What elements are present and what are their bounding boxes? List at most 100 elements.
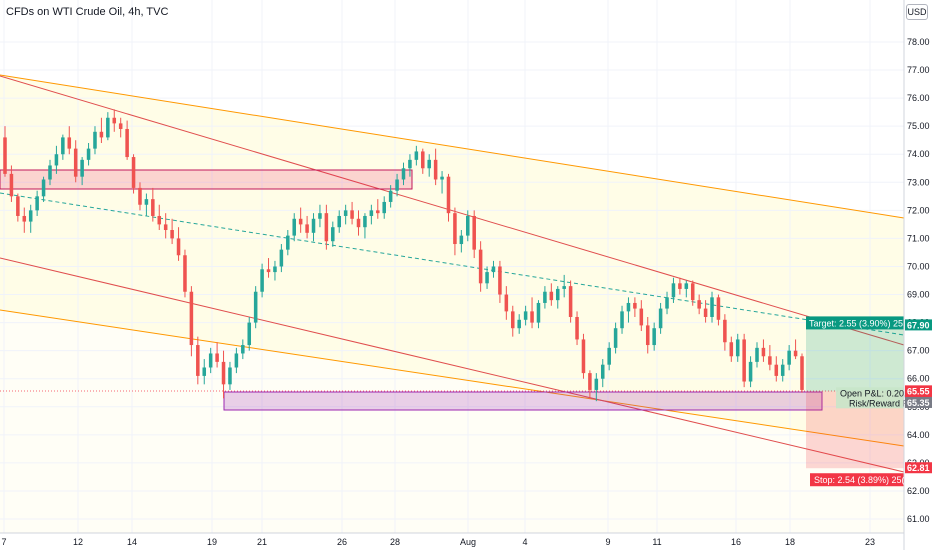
candle-body — [292, 218, 297, 236]
y-tick-label: 70.00 — [907, 261, 930, 271]
candle-body — [144, 199, 149, 205]
candle-body — [67, 137, 72, 149]
candle-body — [337, 215, 341, 228]
target-label-box — [806, 316, 904, 330]
candle-body — [151, 199, 155, 216]
candle-body — [305, 224, 309, 233]
candle-body — [800, 356, 804, 390]
candle-body — [639, 308, 644, 326]
candle-body — [658, 308, 663, 329]
candle-body — [170, 230, 174, 239]
candle-body — [202, 367, 207, 376]
candle-body — [189, 291, 194, 346]
x-tick-label: 19 — [207, 537, 217, 547]
y-tick-label: 77.00 — [907, 65, 930, 75]
support-resistance-zones — [0, 169, 823, 411]
candle-body — [183, 255, 187, 292]
candle-body — [716, 297, 721, 320]
candle-body — [253, 291, 258, 323]
channel-drawings — [0, 74, 905, 473]
x-tick-label: 12 — [73, 537, 83, 547]
candle-body — [748, 361, 753, 382]
candle-body — [555, 288, 560, 301]
target-zone — [806, 325, 904, 392]
y-tick-label: 71.00 — [907, 233, 930, 243]
price-tag-box — [905, 319, 932, 331]
candle-body — [382, 201, 386, 214]
open-pnl-label: Open P&L: 0.20, — [840, 388, 907, 398]
candle-body — [93, 131, 97, 149]
candle-body — [35, 196, 39, 211]
candle-body — [575, 316, 579, 340]
candle-body — [446, 176, 451, 214]
y-tick-label: 78.00 — [907, 37, 930, 47]
candle-body — [568, 286, 573, 317]
y-tick-label: 76.00 — [907, 93, 930, 103]
candle-body — [504, 294, 509, 312]
candle-body — [247, 322, 252, 346]
candle-body — [61, 137, 65, 155]
candle-body — [755, 347, 759, 362]
candle-body — [86, 148, 91, 160]
x-tick-label: 23 — [865, 537, 875, 547]
candle-body — [363, 215, 367, 228]
candle-body — [395, 179, 399, 191]
candle-body — [536, 302, 541, 323]
x-tick-label: 4 — [522, 537, 527, 547]
candle-body — [73, 148, 78, 177]
grid-layer — [0, 0, 904, 533]
candle-body — [215, 353, 219, 362]
candle-body — [510, 311, 515, 329]
candle-body — [22, 215, 27, 222]
candle-body — [459, 235, 464, 245]
candle-body — [99, 131, 104, 138]
candlesticks — [3, 109, 804, 402]
candle-body — [131, 157, 136, 188]
candle-body — [562, 286, 566, 289]
channel-fill — [0, 75, 904, 446]
candle-body — [16, 196, 20, 216]
candle-body — [793, 350, 798, 357]
price-tag-label: 65.55 — [907, 386, 930, 396]
candle-body — [324, 213, 329, 242]
candle-body — [266, 269, 271, 273]
candle-body — [633, 302, 637, 309]
currency-badge[interactable]: USD — [906, 4, 928, 20]
candle-body — [710, 297, 714, 317]
x-tick-label: 21 — [257, 537, 267, 547]
candle-body — [331, 227, 335, 242]
candle-body — [523, 311, 528, 320]
pnl-label-box — [836, 387, 904, 409]
candle-body — [3, 137, 7, 174]
candle-body — [369, 210, 374, 216]
candle-body — [440, 176, 444, 180]
candle-body — [607, 347, 611, 365]
candle-body — [279, 249, 284, 267]
candle-body — [112, 117, 117, 124]
candle-body — [761, 347, 766, 357]
candle-body — [543, 291, 547, 303]
candle-body — [414, 151, 419, 160]
candle-body — [729, 342, 734, 357]
orange-channel-upper — [0, 74, 905, 219]
candle-body — [780, 364, 785, 376]
candle-body — [176, 238, 181, 256]
candle-body — [48, 165, 52, 180]
candle-body — [620, 311, 624, 329]
candle-body — [517, 319, 521, 329]
candle-body — [388, 190, 393, 202]
x-tick-label: Aug — [460, 537, 476, 547]
y-tick-label: 72.00 — [907, 205, 930, 215]
candle-body — [478, 249, 483, 284]
risk-reward-label: Risk/Reward R — [849, 398, 910, 408]
candle-body — [678, 283, 682, 289]
y-tick-label: 74.00 — [907, 149, 930, 159]
candle-body — [600, 364, 605, 379]
candle-body — [491, 266, 496, 273]
candle-body — [723, 319, 727, 343]
candle-body — [138, 187, 142, 205]
support-zone — [223, 391, 823, 411]
